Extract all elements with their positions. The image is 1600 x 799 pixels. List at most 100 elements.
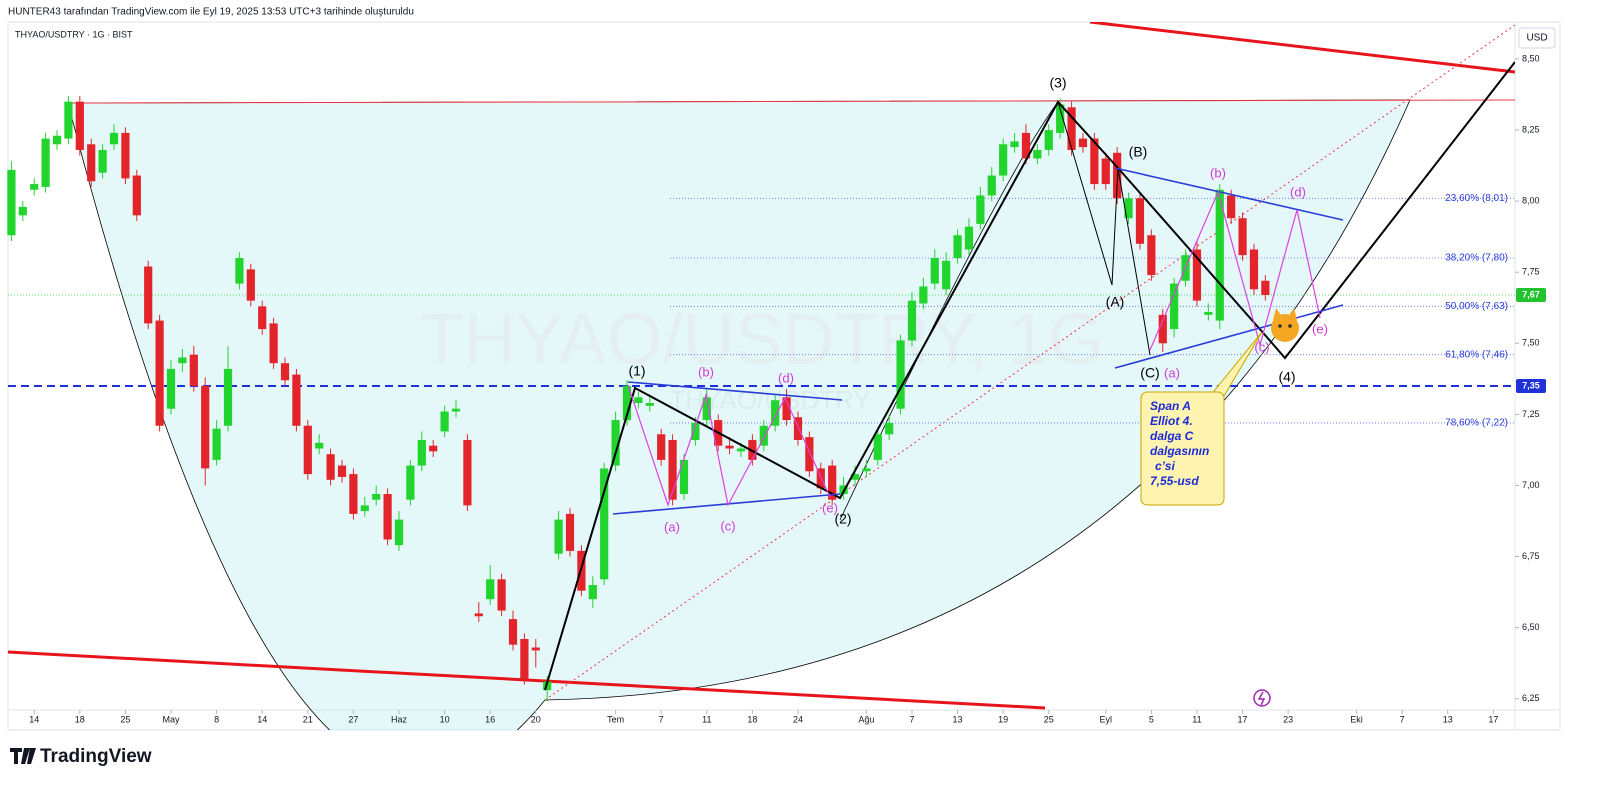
- candle-body: [497, 579, 506, 611]
- candle-body: [166, 368, 176, 409]
- candle-body: [223, 368, 233, 426]
- candles: [7, 95, 1515, 702]
- candle-body: [258, 306, 267, 330]
- callout-text: c’si: [1155, 459, 1175, 473]
- logo-icon: [10, 748, 36, 764]
- candle-body: [645, 403, 654, 406]
- wave-label: (C): [1140, 365, 1159, 381]
- fib-label: 78,60% (7,22): [1445, 418, 1508, 429]
- x-tick-label: 18: [747, 714, 757, 724]
- x-tick-label: Tem: [607, 714, 624, 724]
- triangle-waves: [627, 384, 831, 507]
- wave-drawings: [544, 61, 1515, 707]
- candle-body: [1067, 107, 1076, 150]
- x-tick-label: 23: [1283, 714, 1293, 724]
- candle-body: [463, 439, 472, 506]
- callout-text: Span A: [1150, 399, 1191, 413]
- candle-body: [144, 266, 153, 324]
- x-tick-label: 27: [348, 714, 358, 724]
- x-tick-label: 24: [793, 714, 803, 724]
- elliott-waves: [544, 61, 1515, 691]
- candle-body: [18, 206, 27, 216]
- x-tick-label: 11: [702, 714, 711, 724]
- triangle-bottom: [612, 493, 841, 515]
- x-tick-label: 13: [1443, 714, 1453, 724]
- x-tick-label: 13: [953, 714, 963, 724]
- x-tick-label: 17: [1238, 714, 1248, 724]
- candle-body: [1021, 132, 1031, 159]
- sub-wave-label: (d): [778, 370, 794, 385]
- y-tick-label: 7,75: [1522, 267, 1540, 277]
- candle-body: [394, 519, 404, 546]
- candle-body: [52, 135, 62, 145]
- candle-body: [1124, 198, 1133, 219]
- y-tick-label: 6,75: [1522, 551, 1540, 561]
- x-tick-label: 8: [214, 714, 219, 724]
- x-tick-label: 18: [75, 714, 85, 724]
- symbol: THYAO/USDTRY · 1G · BIST: [15, 29, 133, 39]
- candle-body: [1101, 158, 1110, 185]
- candle-body: [1192, 249, 1202, 301]
- watermark: THYAO/USDTRY, 1G: [420, 300, 1104, 380]
- x-tick-label: 25: [1044, 714, 1054, 724]
- candle-body: [372, 494, 381, 500]
- candle-body: [622, 385, 632, 421]
- candle-body: [657, 434, 666, 460]
- fib-label: 38,20% (7,80): [1445, 253, 1508, 264]
- x-tick-label: Haz: [391, 714, 408, 724]
- candle-body: [1147, 235, 1156, 276]
- candle-body: [588, 584, 597, 600]
- candle-body: [759, 425, 768, 446]
- candle-body: [508, 619, 518, 645]
- y-tick-label: 7,50: [1522, 338, 1540, 348]
- x-tick-label: 25: [120, 714, 130, 724]
- candle-body: [280, 363, 290, 381]
- drawings: [8, 22, 1515, 730]
- sub-wave-label: (e): [822, 500, 838, 515]
- candle-body: [828, 465, 837, 500]
- candle-body: [41, 138, 50, 187]
- candle-body: [303, 425, 312, 475]
- wave-label: (1): [628, 363, 645, 379]
- header: HUNTER43 tarafından TradingView.com ile …: [8, 7, 414, 18]
- candle-body: [953, 235, 962, 258]
- candle-body: [565, 513, 575, 551]
- x-tick-label: 5: [1149, 714, 1154, 724]
- wave-label: (2): [834, 511, 851, 527]
- candle-body: [999, 144, 1008, 176]
- candle-body: [1044, 130, 1053, 150]
- candle-body: [121, 132, 130, 179]
- candle-body: [269, 323, 278, 364]
- candle-body: [337, 465, 347, 477]
- candle-body: [964, 226, 974, 250]
- candle-body: [930, 258, 939, 284]
- candle-body: [1158, 314, 1167, 344]
- wave-label: (A): [1106, 294, 1125, 310]
- x-tick-label: 10: [440, 714, 450, 724]
- candle-body: [611, 420, 620, 466]
- candle-body: [1170, 283, 1179, 330]
- y-tick-label: 6,25: [1522, 693, 1540, 703]
- triangle2-waves: [1149, 190, 1321, 351]
- candle-body: [885, 422, 894, 435]
- callout-text: 7,55-usd: [1150, 474, 1199, 488]
- candle-body: [816, 468, 825, 489]
- y-tick-label: 8,50: [1522, 53, 1540, 63]
- sub-wave-label: (a): [1164, 365, 1180, 380]
- cat-eye: [1278, 324, 1282, 328]
- cat-icon: [1271, 314, 1299, 342]
- x-tick-label: May: [163, 714, 181, 724]
- candle-body: [850, 474, 860, 480]
- candle-body: [1249, 249, 1259, 290]
- sub-wave-label: (e): [1312, 321, 1328, 336]
- y-tick-label: 7,00: [1522, 480, 1540, 490]
- candle-body: [178, 357, 187, 364]
- candle-body: [474, 613, 483, 617]
- candle-body: [805, 437, 814, 472]
- candle-body: [771, 400, 780, 426]
- candle-body: [155, 320, 164, 426]
- sub-wave-label: (d): [1290, 184, 1306, 199]
- candle-body: [417, 439, 426, 466]
- overlay: 6,25 6,50 6,75 7,00 7,25 7,50 7,75 8,00 8,25 8,50…: [29, 53, 1546, 724]
- candle-body: [132, 175, 141, 216]
